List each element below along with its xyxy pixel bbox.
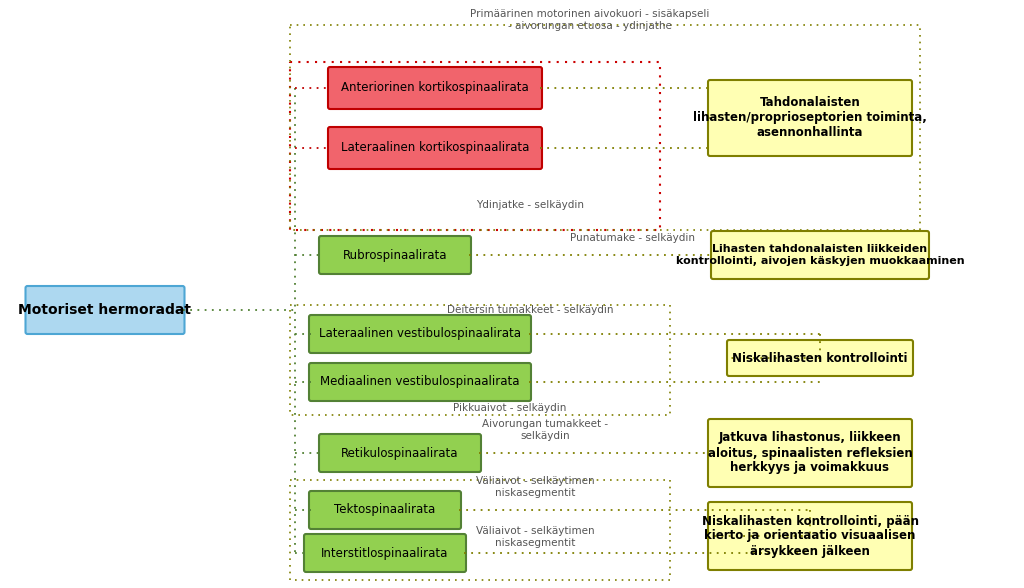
Text: Lihasten tahdonalaisten liikkeiden
kontrollointi, aivojen käskyjen muokkaaminen: Lihasten tahdonalaisten liikkeiden kontr… [676,244,965,266]
Text: Niskalihasten kontrollointi, pään
kierto ja orientaatio visuaalisen
ärsykkeen jä: Niskalihasten kontrollointi, pään kierto… [701,514,919,557]
Text: Ydinjatke - selkäydin: Ydinjatke - selkäydin [476,200,584,210]
Text: Interstitlospinaalirata: Interstitlospinaalirata [322,546,449,560]
Text: Lateraalinen vestibulospinaalirata: Lateraalinen vestibulospinaalirata [319,328,521,340]
Text: Tahdonalaisten
lihasten/proprioseptorien toiminta,
asennonhallinta: Tahdonalaisten lihasten/proprioseptorien… [693,96,927,139]
Text: Rubrospinaalirata: Rubrospinaalirata [343,249,447,262]
FancyBboxPatch shape [708,502,912,570]
Text: Tektospinaalirata: Tektospinaalirata [335,503,435,516]
Text: Anteriorinen kortikospinaalirata: Anteriorinen kortikospinaalirata [341,82,528,95]
FancyBboxPatch shape [304,534,466,572]
FancyBboxPatch shape [319,236,471,274]
Text: Mediaalinen vestibulospinaalirata: Mediaalinen vestibulospinaalirata [321,376,520,389]
Text: Retikulospinaalirata: Retikulospinaalirata [341,446,459,459]
FancyBboxPatch shape [727,340,913,376]
FancyBboxPatch shape [309,315,531,353]
Text: Väliaivot - selkäytimen
niskasegmentit: Väliaivot - selkäytimen niskasegmentit [476,526,594,548]
Bar [290,480,670,580]
Bar [290,25,920,230]
FancyBboxPatch shape [708,419,912,487]
Text: Niskalihasten kontrollointi: Niskalihasten kontrollointi [732,352,907,365]
Text: Motoriset hermoradat: Motoriset hermoradat [18,303,191,317]
Text: Lateraalinen kortikospinaalirata: Lateraalinen kortikospinaalirata [341,142,529,155]
Text: Jatkuva lihastonus, liikkeen
aloitus, spinaalisten refleksien
herkkyys ja voimak: Jatkuva lihastonus, liikkeen aloitus, sp… [708,432,912,475]
Text: Deitersin tumakkeet - selkäydin: Deitersin tumakkeet - selkäydin [446,305,613,315]
Text: Pikkuaivot - selkäydin: Pikkuaivot - selkäydin [454,403,566,413]
Text: Punatumake - selkäydin: Punatumake - selkäydin [570,233,695,243]
FancyBboxPatch shape [319,434,481,472]
FancyBboxPatch shape [309,363,531,401]
FancyBboxPatch shape [711,231,929,279]
Bar [290,62,660,230]
FancyBboxPatch shape [328,127,542,169]
Text: Aivorungan tumakkeet -
selkäydin: Aivorungan tumakkeet - selkäydin [482,419,608,441]
Text: Väliaivot - selkäytimen
niskasegmentit: Väliaivot - selkäytimen niskasegmentit [476,476,594,498]
Bar [290,305,670,415]
FancyBboxPatch shape [708,80,912,156]
FancyBboxPatch shape [309,491,461,529]
Text: Primäärinen motorinen aivokuori - sisäkapseli
- aivorungan etuosa - ydinjathe: Primäärinen motorinen aivokuori - sisäka… [470,9,710,31]
FancyBboxPatch shape [26,286,184,334]
FancyBboxPatch shape [328,67,542,109]
